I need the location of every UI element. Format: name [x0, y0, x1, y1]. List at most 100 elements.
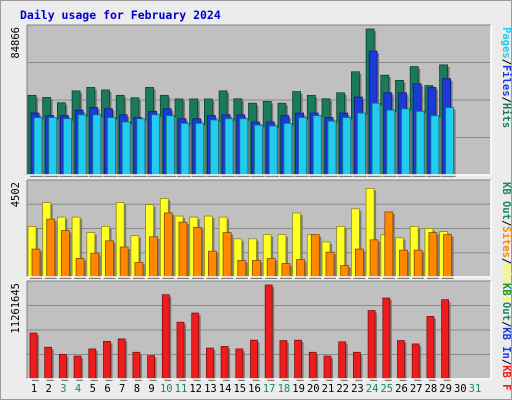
bar-pages-day-29-face — [445, 107, 455, 176]
bar-pages-day-19-face — [298, 117, 308, 176]
bar-pages-day-13 — [209, 119, 221, 177]
legend-entry-2: Sites — [500, 226, 512, 258]
bar-pages-day-22 — [342, 117, 353, 177]
bar-sites-day-10-face — [163, 212, 173, 278]
bar-pages-day-21 — [327, 120, 338, 177]
bar-sites-day-18-face — [281, 263, 291, 278]
bar-kb-f-day-13-face — [205, 347, 214, 380]
bar-kb-f-day-10 — [161, 294, 172, 381]
x-axis-labels: 1 2 3 4 5 6 7 8 9 10 11 12 13 14 15 16 17 18 19 20 21 22 23 24 2… — [31, 383, 481, 395]
legend-entry-0: KB Out — [500, 182, 512, 220]
x-tick-day-25: 25 — [380, 383, 393, 395]
bar-pages-day-15 — [239, 118, 250, 177]
bar-pages-day-11-face — [180, 122, 190, 176]
bar-pages-day-12-face — [195, 122, 205, 176]
bar-kb-f-day-29 — [441, 299, 451, 381]
bar-pages-day-4-face — [77, 114, 87, 176]
bar-sites-day-11-face — [178, 221, 188, 278]
bar-pages-day-19 — [298, 117, 309, 177]
bar-pages-day-21-face — [327, 120, 337, 176]
bar-sites-day-26-face — [399, 249, 408, 278]
bar-kb-f-day-10-face — [161, 294, 170, 380]
bar-kb-f-day-28-face — [426, 315, 435, 380]
bar-kb-f-day-1 — [29, 332, 39, 381]
bar-pages-day-28 — [430, 115, 441, 177]
bar-kb-f-day-1-face — [29, 332, 38, 380]
bar-kb-f-day-16-face — [250, 339, 258, 380]
legend-entry-1: / — [500, 220, 512, 226]
bar-sites-day-19-face — [296, 259, 306, 278]
panel-visits-sites: 4502 KB Out/Sites/Visits — [10, 179, 512, 302]
bar-pages-day-7 — [121, 121, 133, 177]
bar-kb-f-day-23 — [352, 351, 363, 381]
bar-sites-day-25 — [384, 211, 395, 279]
legend-kbytes: KB Out/KB In/KB F — [500, 283, 512, 391]
bar-sites-day-10 — [163, 212, 175, 279]
bar-sites-day-1 — [31, 248, 42, 279]
bar-kb-f-day-17-face — [264, 284, 273, 380]
bar-kb-f-day-18-face — [279, 340, 288, 380]
bar-pages-day-11 — [180, 122, 191, 177]
bar-kb-f-day-5-face — [88, 348, 97, 380]
bar-pages-day-16 — [254, 124, 265, 177]
bar-pages-day-24 — [371, 102, 383, 177]
max-value-label: 4502 — [10, 182, 22, 207]
bar-sites-day-3-face — [61, 230, 70, 278]
bar-sites-day-3 — [61, 230, 72, 279]
bar-kb-f-day-26 — [397, 340, 407, 381]
x-tick-day-31: 31 — [469, 383, 482, 395]
x-tick-day-21: 21 — [322, 383, 335, 395]
legend-entry-4: Hits — [500, 103, 512, 128]
x-tick-day-22: 22 — [336, 383, 349, 395]
bar-pages-day-8 — [136, 118, 147, 177]
bar-pages-day-6 — [107, 117, 118, 177]
bar-sites-day-25-face — [384, 211, 394, 278]
bar-pages-day-13-face — [209, 119, 219, 176]
bar-kb-f-day-5 — [88, 348, 98, 381]
x-tick-day-9: 9 — [148, 383, 154, 395]
bar-sites-day-1-face — [31, 248, 41, 278]
bar-pages-day-22-face — [342, 117, 352, 176]
bar-kb-f-day-14-face — [220, 346, 229, 380]
legend-entry-3: / — [500, 97, 512, 103]
bar-sites-day-26 — [399, 249, 410, 279]
x-tick-day-10: 10 — [160, 383, 173, 395]
x-tick-day-24: 24 — [366, 383, 379, 395]
x-tick-day-27: 27 — [410, 383, 423, 395]
bar-sites-day-7 — [119, 246, 131, 279]
bar-pages-day-29 — [445, 107, 456, 177]
x-tick-day-29: 29 — [439, 383, 452, 395]
x-tick-day-26: 26 — [395, 383, 408, 395]
x-tick-day-18: 18 — [278, 383, 291, 395]
bar-pages-day-26 — [401, 108, 412, 177]
bar-sites-day-23 — [354, 248, 366, 279]
legend-entry-0: Pages — [500, 27, 512, 59]
bar-pages-day-27 — [415, 110, 427, 177]
bar-kb-f-day-12-face — [191, 312, 200, 380]
bar-kb-f-day-21-face — [323, 355, 332, 380]
bar-pages-day-14-face — [224, 118, 234, 176]
bar-sites-day-9-face — [149, 236, 159, 278]
legend-entry-2: KB In — [500, 327, 512, 359]
bar-kb-f-day-8-face — [132, 351, 141, 380]
bar-kb-f-day-8 — [132, 351, 142, 381]
bar-kb-f-day-11-face — [176, 321, 185, 380]
bar-sites-day-24 — [369, 239, 381, 279]
bar-sites-day-20 — [310, 234, 322, 279]
bar-sites-day-14-face — [222, 232, 232, 278]
bar-pages-day-3-face — [63, 118, 72, 176]
bar-sites-day-28-face — [428, 232, 438, 278]
bar-pages-day-8-face — [136, 118, 146, 176]
bar-pages-day-16-face — [254, 124, 263, 176]
x-tick-day-3: 3 — [60, 383, 66, 395]
legend-entry-1: / — [500, 321, 512, 327]
bar-sites-day-16 — [252, 260, 263, 279]
bar-kb-f-day-7-face — [117, 338, 126, 380]
bar-pages-day-10-face — [165, 115, 175, 176]
bar-sites-day-21-face — [325, 251, 335, 278]
x-tick-day-6: 6 — [104, 383, 110, 395]
bar-kb-f-day-2-face — [44, 346, 53, 380]
bar-kb-f-day-19 — [294, 339, 304, 381]
bar-kb-f-day-17 — [264, 284, 275, 381]
